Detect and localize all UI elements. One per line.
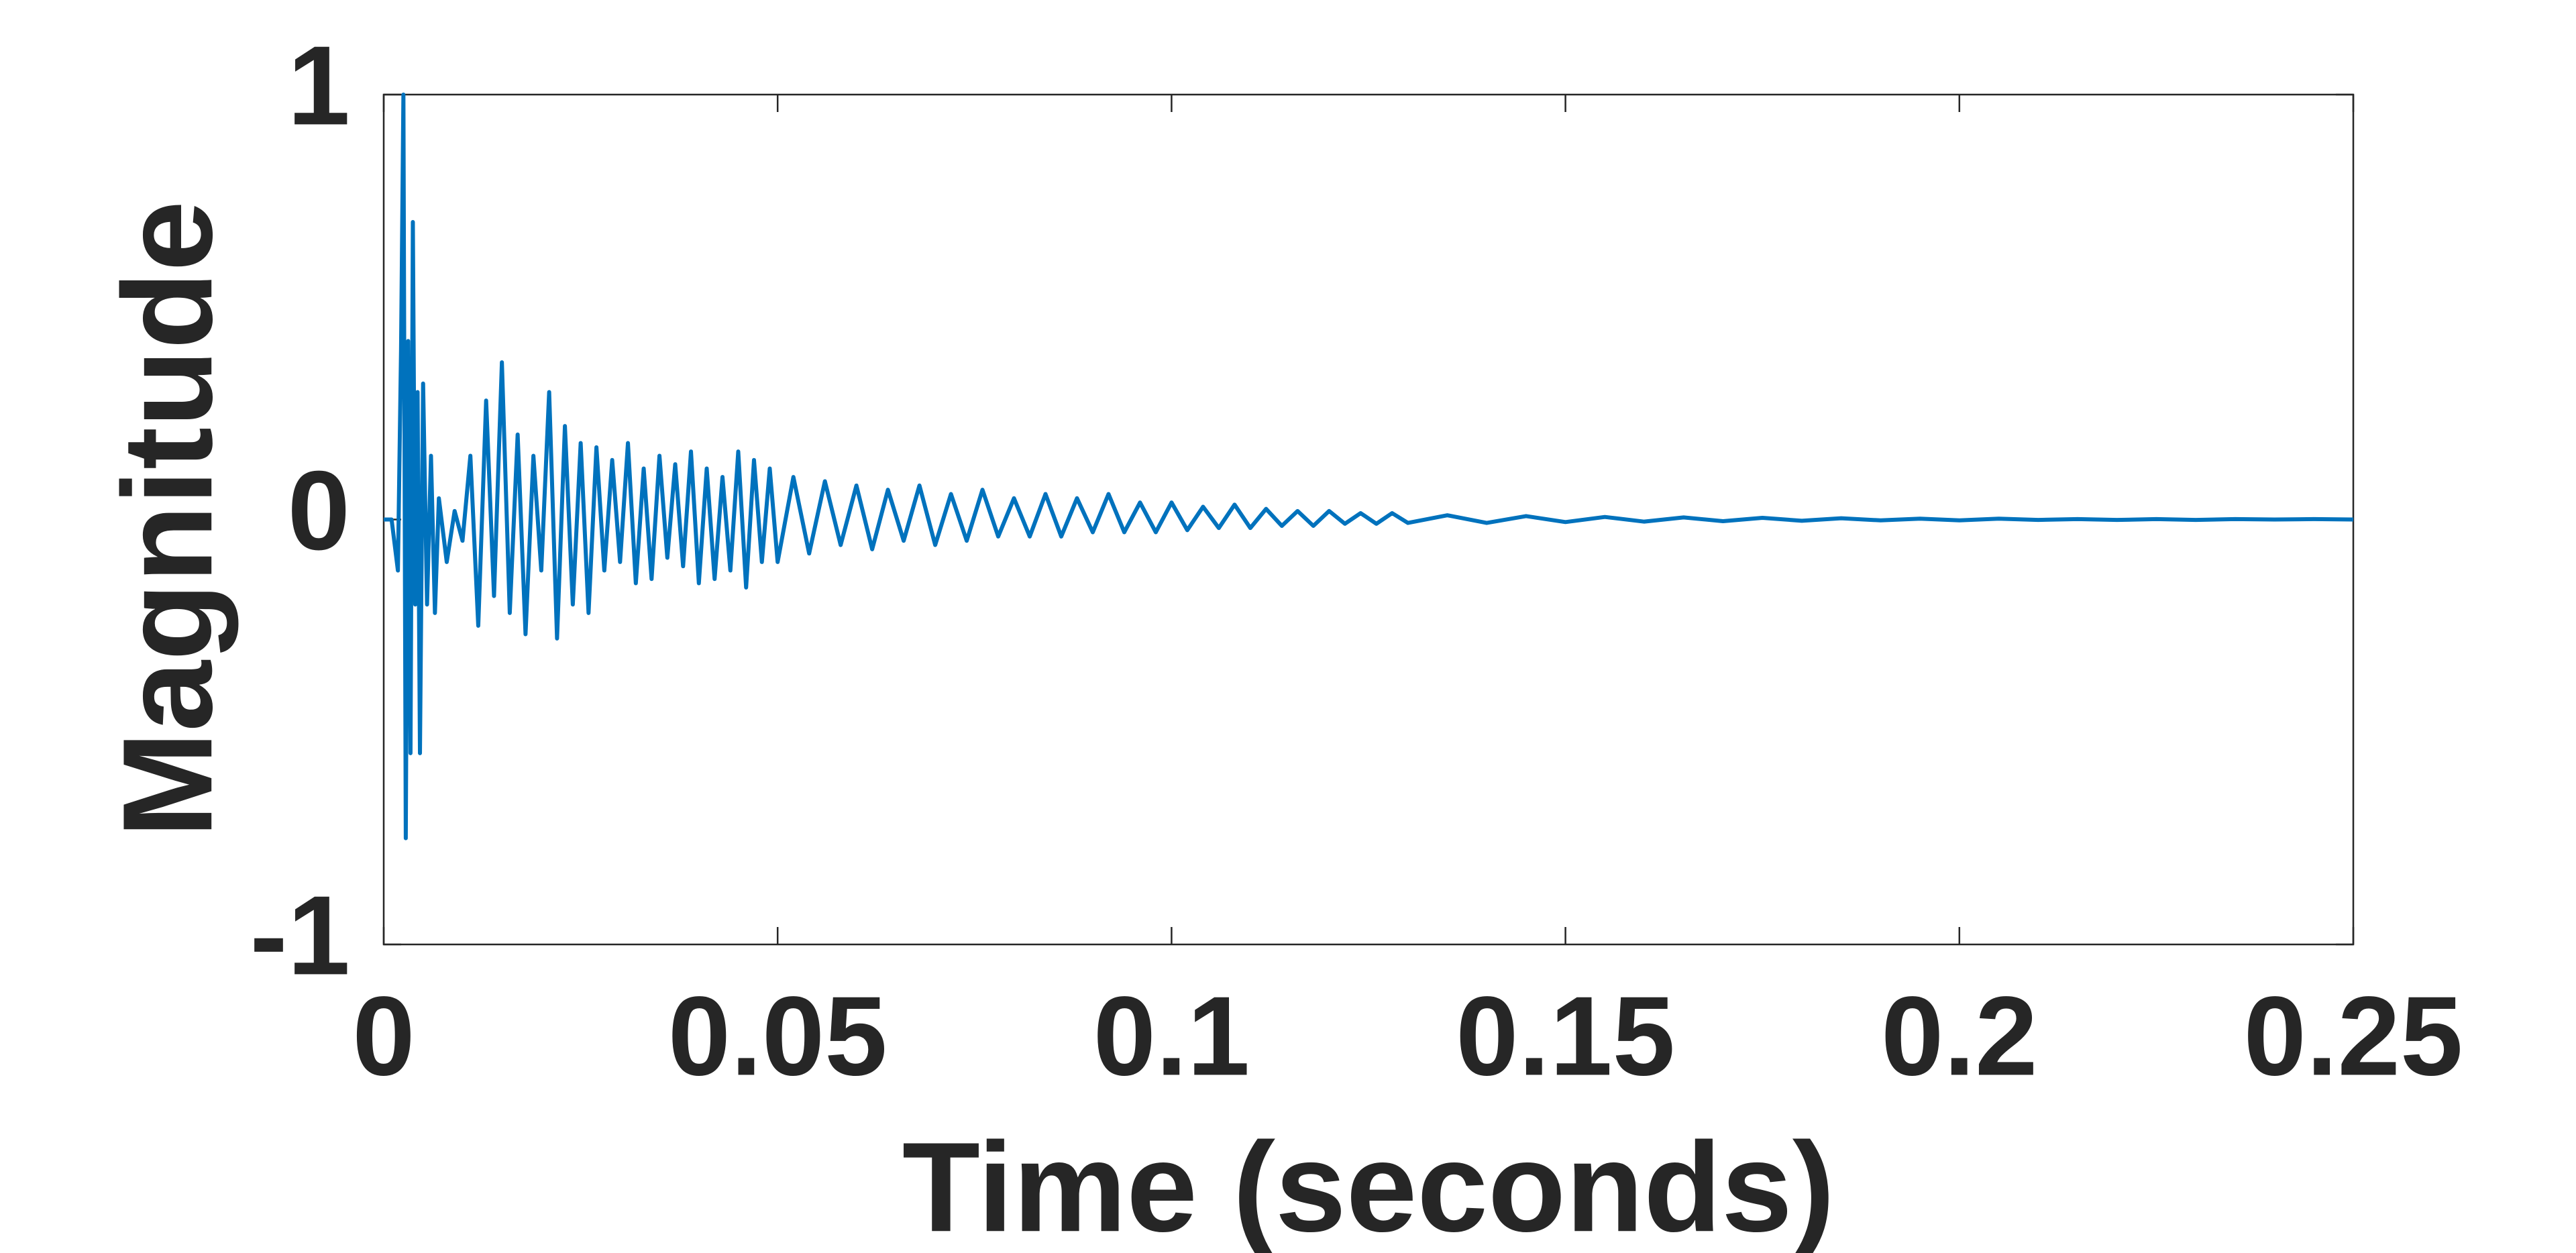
x-tick-label: 0.25 [2244, 973, 2463, 1099]
y-tick-label: -1 [250, 872, 350, 998]
x-tick-label: 0.15 [1456, 973, 1675, 1099]
y-tick-label: 0 [288, 447, 350, 574]
x-axis-label: Time (seconds) [902, 1116, 1835, 1253]
x-tick-label: 0.05 [668, 973, 888, 1099]
data-line [384, 93, 2354, 840]
y-axis-label: Magnitude [97, 201, 239, 838]
x-tick-label: 0.1 [1093, 973, 1250, 1099]
x-tick-label: 0.2 [1881, 973, 2038, 1099]
x-tick-label: 0 [352, 973, 415, 1099]
y-tick-label: 1 [288, 22, 350, 148]
